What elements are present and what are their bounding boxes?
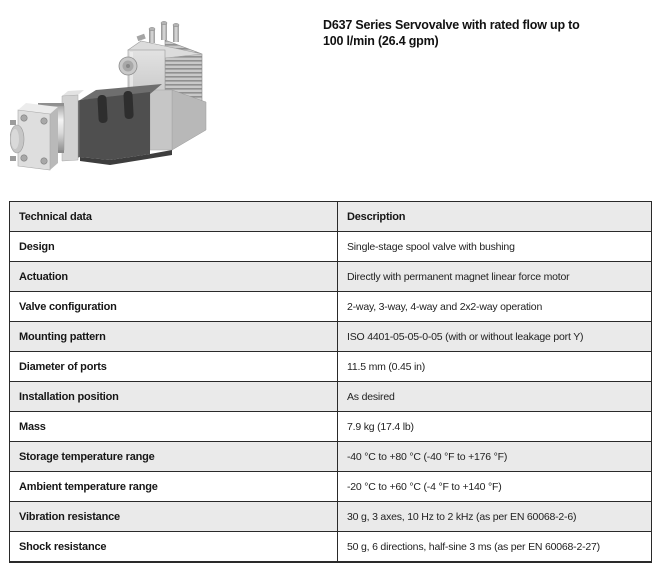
row-label: Shock resistance — [9, 531, 338, 563]
row-value: As desired — [337, 381, 652, 412]
row-value: 30 g, 3 axes, 10 Hz to 2 kHz (as per EN … — [337, 501, 652, 532]
column-header-description: Description — [337, 201, 652, 232]
row-value: -40 °C to +80 °C (-40 °F to +176 °F) — [337, 441, 652, 472]
column-header-technical-data: Technical data — [9, 201, 338, 232]
page-title-line1: D637 Series Servovalve with rated flow u… — [323, 18, 580, 32]
table-row: Shock resistance 50 g, 6 directions, half… — [9, 531, 652, 563]
flange-bolts — [20, 114, 48, 165]
connector-pins — [136, 21, 180, 43]
row-label: Storage temperature range — [9, 441, 338, 472]
row-label: Diameter of ports — [9, 351, 338, 382]
row-label: Valve configuration — [9, 291, 338, 322]
page-title: D637 Series Servovalve with rated flow u… — [323, 17, 643, 49]
row-value: 50 g, 6 directions, half-sine 3 ms (as p… — [337, 531, 652, 563]
spec-table-body: Design Single-stage spool valve with bush… — [9, 231, 652, 563]
table-row: Installation position As desired — [9, 381, 652, 412]
row-value: Single-stage spool valve with bushing — [337, 231, 652, 262]
table-row: Actuation Directly with permanent magnet … — [9, 261, 652, 292]
table-row: Design Single-stage spool valve with bush… — [9, 231, 652, 262]
table-row: Vibration resistance 30 g, 3 axes, 10 Hz … — [9, 501, 652, 532]
row-label: Mass — [9, 411, 338, 442]
row-label: Ambient temperature range — [9, 471, 338, 502]
row-label: Actuation — [9, 261, 338, 292]
table-row: Storage temperature range -40 °C to +80 °… — [9, 441, 652, 472]
round-connector — [118, 56, 138, 76]
table-row: Diameter of ports 11.5 mm (0.45 in) — [9, 351, 652, 382]
row-value: 2-way, 3-way, 4-way and 2x2-way operatio… — [337, 291, 652, 322]
product-photo — [9, 8, 310, 190]
row-value: Directly with permanent magnet linear fo… — [337, 261, 652, 292]
row-label: Installation position — [9, 381, 338, 412]
table-row: Mounting pattern ISO 4401-05-05-0-05 (wit… — [9, 321, 652, 352]
page-title-line2: 100 l/min (26.4 gpm) — [323, 34, 439, 48]
table-row: Mass 7.9 kg (17.4 lb) — [9, 411, 652, 442]
row-label: Design — [9, 231, 338, 262]
table-row: Ambient temperature range -20 °C to +60 °… — [9, 471, 652, 502]
row-label: Vibration resistance — [9, 501, 338, 532]
servovalve-illustration — [9, 21, 207, 171]
row-label: Mounting pattern — [9, 321, 338, 352]
row-value: 7.9 kg (17.4 lb) — [337, 411, 652, 442]
row-value: 11.5 mm (0.45 in) — [337, 351, 652, 382]
row-value: ISO 4401-05-05-0-05 (with or without lea… — [337, 321, 652, 352]
technical-data-table: Technical data Description Design Single-… — [9, 201, 652, 563]
row-value: -20 °C to +60 °C (-4 °F to +140 °F) — [337, 471, 652, 502]
table-header-row: Technical data Description — [9, 201, 652, 232]
table-row: Valve configuration 2-way, 3-way, 4-way a… — [9, 291, 652, 322]
